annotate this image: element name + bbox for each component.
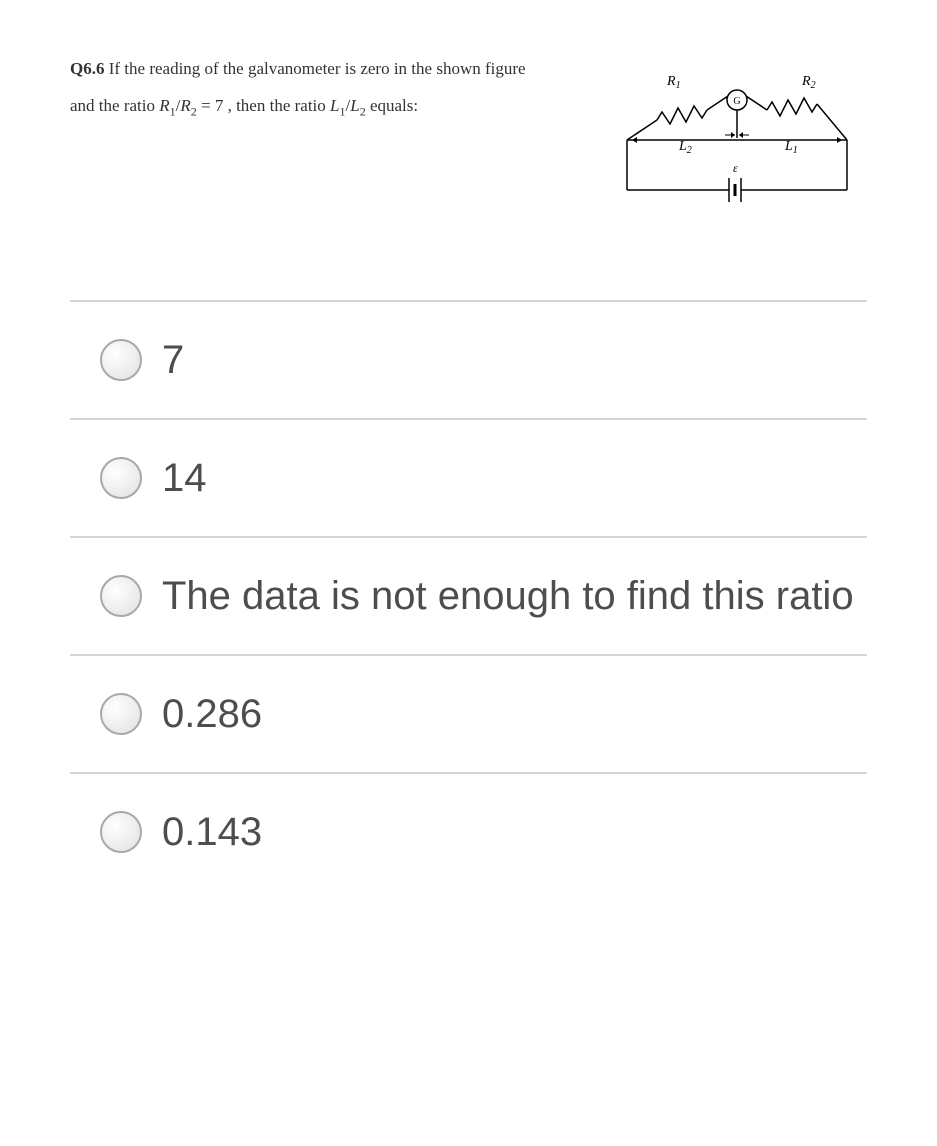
ratio2-l2: L [350,96,359,115]
option-row[interactable]: 0.286 [70,654,867,772]
l1-label: L1 [784,139,798,156]
radio-button[interactable] [100,457,142,499]
r1-label: R1 [666,74,681,91]
ratio1-eq: = 7 , then the ratio [197,96,330,115]
l2-label: L2 [678,139,692,156]
option-label: The data is not enough to find this rati… [162,570,854,622]
ratio1-r1: R [159,96,169,115]
question-line1: If the reading of the galvanometer is ze… [109,59,526,78]
ratio2-end: equals: [366,96,418,115]
galvanometer-label: G [733,96,740,107]
option-label: 7 [162,334,184,386]
question-number: Q6.6 [70,59,104,78]
option-row[interactable]: The data is not enough to find this rati… [70,536,867,654]
option-label: 0.286 [162,688,262,740]
options-list: 7 14 The data is not enough to find this… [70,300,867,890]
option-row[interactable]: 7 [70,300,867,418]
option-label: 14 [162,452,207,504]
option-label: 0.143 [162,806,262,858]
question-text: Q6.6 If the reading of the galvanometer … [70,50,526,125]
option-row[interactable]: 14 [70,418,867,536]
question-area: Q6.6 If the reading of the galvanometer … [70,50,867,220]
radio-button[interactable] [100,339,142,381]
option-row[interactable]: 0.143 [70,772,867,890]
radio-button[interactable] [100,811,142,853]
circuit-diagram: G L2 L1 R1 R2 ε [607,50,867,220]
radio-button[interactable] [100,693,142,735]
radio-button[interactable] [100,575,142,617]
emf-label: ε [733,161,738,175]
ratio1-r2: R [180,96,190,115]
question-line2a: and the ratio [70,96,159,115]
r2-label: R2 [801,74,816,91]
